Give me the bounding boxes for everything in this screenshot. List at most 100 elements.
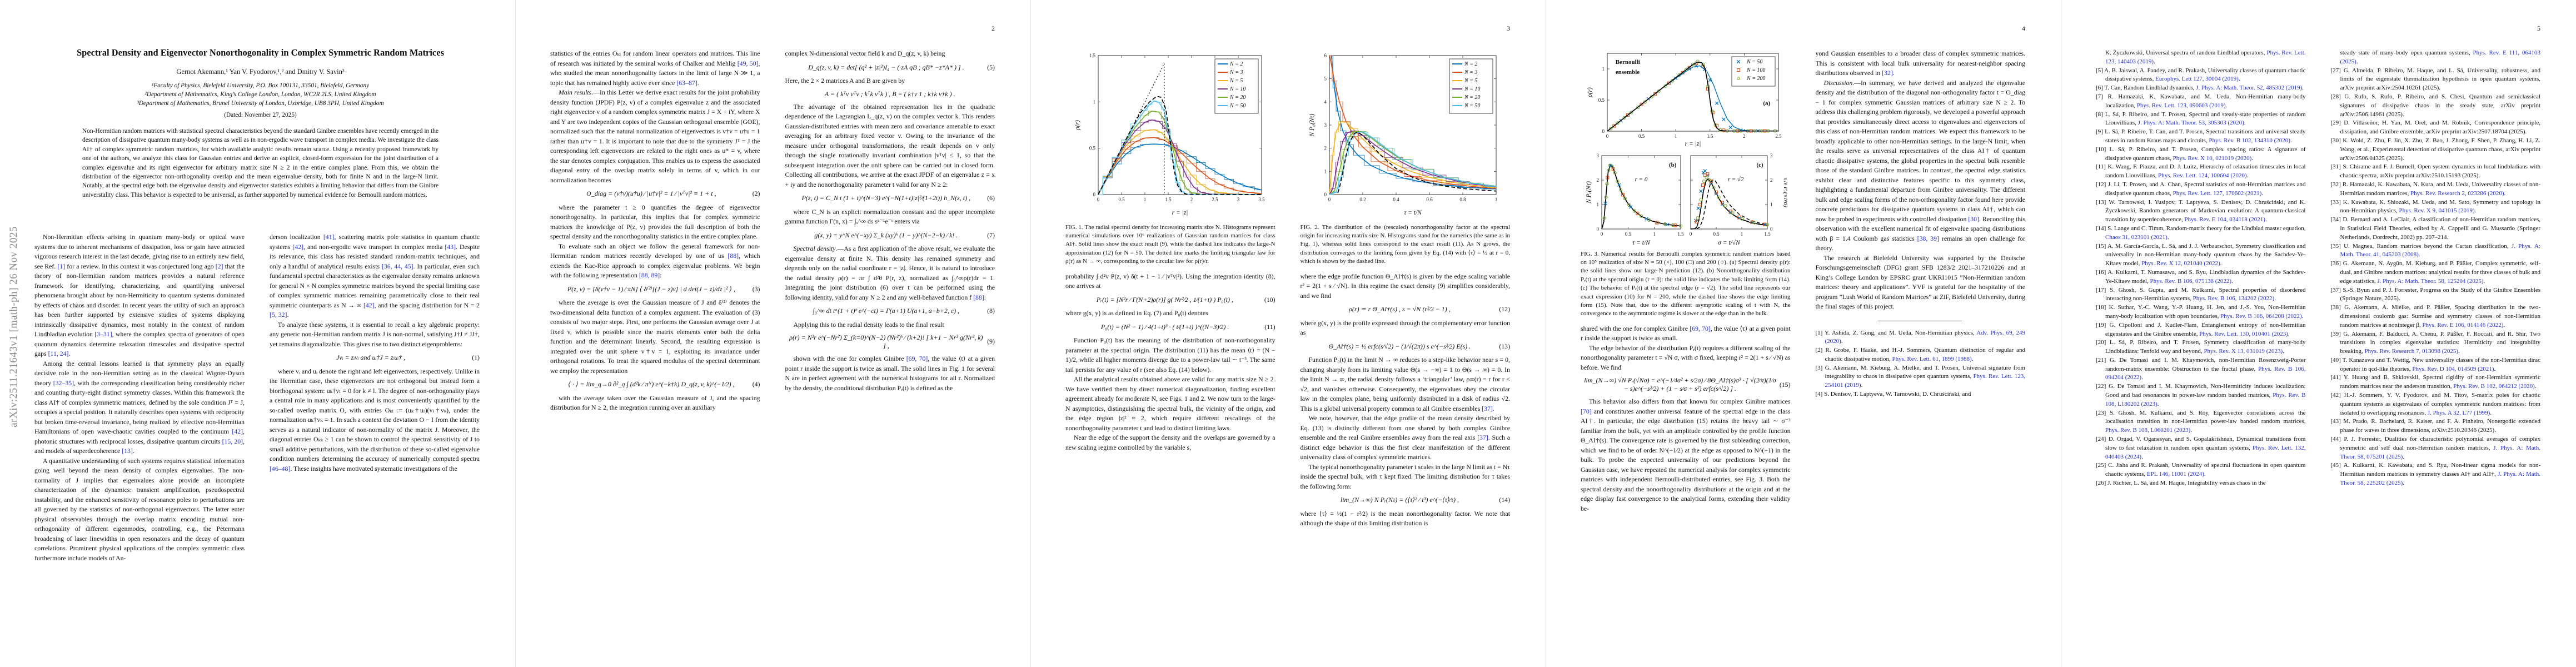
svg-text:1: 1 [1596,202,1599,207]
figure-caption: FIG. 1. The radial spectral density for … [1065,223,1275,265]
svg-text:N = 20: N = 20 [1464,94,1480,101]
reference-item: [39] G. Akemann, F. Balducci, A. Chenu, … [2330,330,2541,355]
paragraph: To analyze these systems, it is essentia… [270,320,480,348]
svg-text:2: 2 [1743,133,1746,139]
reference-item: [34] D. Bernard and A. LeClair, A classi… [2330,216,2541,241]
svg-text:0: 0 [1324,192,1327,197]
display-equation: O_diag = (v†v)(u†u) ⁄ |u†v|² = 1 ⁄ |vᵀv|… [550,189,760,199]
page-number: 4 [2022,24,2025,32]
reference-item: [1] Y. Ashida, Z. Gong, and M. Ueda, Non… [1815,329,2025,345]
svg-text:N = 20: N = 20 [1229,94,1245,101]
svg-text:N = 3: N = 3 [1464,69,1477,76]
svg-text:0.5: 0.5 [1625,231,1631,237]
reference-item: [22] G. De Tomasi and I. M. Khaymovich, … [2096,383,2306,407]
svg-text:3: 3 [1596,153,1599,158]
reference-item: [29] D. Villaseñor, H. Yan, M. Orel, and… [2330,120,2541,136]
svg-text:0.8: 0.8 [1460,197,1467,202]
paragraph: shared with the one for complex Ginibre … [1581,324,1791,342]
page-5-columns: K. Życzkowski, Universal spectra of rand… [2096,49,2540,635]
paragraph: Non-Hermitian effects arising in quantum… [34,233,245,357]
reference-item: [4] S. Denisov, T. Laptyeva, W. Tarnowsk… [1815,391,1971,398]
display-equation: ⟨ · ⟩ = lim_q→0 ∂²_q ∫ (d²k ⁄ πᴺ) e^(−k†… [550,380,760,390]
reference-item: steady state of many-body open quantum s… [2340,49,2541,65]
svg-text:Bernoulli: Bernoulli [1616,59,1640,66]
page-1-column-1: Non-Hermitian effects arising in quantum… [34,232,245,635]
svg-text:2: 2 [1596,177,1599,183]
svg-text:0.5: 0.5 [1713,231,1720,237]
page-4-columns: 0 0.5 1 1.5 2 2.5 0 0.5 1 Bernoulli ensemble (a) N =… [1581,49,2025,635]
reference-item: [9] L. Sá, P. Ribeiro, T. Can, and T. Pr… [2096,128,2306,144]
svg-text:N = 2: N = 2 [1229,61,1243,67]
svg-text:N = 10: N = 10 [1229,86,1245,92]
svg-text:2.5: 2.5 [1212,197,1218,202]
svg-text:σ = t/√N: σ = t/√N [1718,239,1741,246]
svg-text:1: 1 [1144,197,1147,202]
svg-text:2: 2 [1324,146,1327,151]
svg-text:r = |z|: r = |z| [1172,210,1188,216]
svg-text:3.5: 3.5 [1258,197,1265,202]
reference-item: [11] K. Wang, F. Piazza, and D. J. Luitz… [2096,163,2306,180]
paragraph: with the average taken over the Gaussian… [550,394,760,412]
reference-item: [45] A. Kulkarni, K. Kawabata, and S. Ry… [2330,462,2541,487]
reference-item: [18] K. Suthar, Y.-C. Wang, Y.-P. Huang,… [2096,304,2306,320]
reference-item: [23] S. Ghosh, M. Kulkarni, and S. Roy, … [2096,409,2306,434]
equation-number: (11) [1264,322,1275,331]
svg-text:0: 0 [1596,226,1599,232]
svg-text:τ = t/N: τ = t/N [1404,210,1422,216]
reference-item: [42] H.-J. Sommers, Y. V. Fyodorov, and … [2330,392,2541,416]
reference-item: [28] G. Rufo, S. Rufo, P. Ribeiro, and S… [2330,93,2541,118]
page-1-columns: Non-Hermitian effects arising in quantum… [34,232,480,635]
figure-caption: FIG. 2. The distribution of the (rescale… [1300,223,1511,265]
reference-item: [35] U. Magnea, Random matrices beyond t… [2330,242,2541,258]
reference-item: [32] R. Hamazaki, K. Kawabata, N. Kura, … [2330,181,2541,197]
svg-text:0.5: 0.5 [1118,197,1125,202]
reference-item: [15] A. M. García-García, L. Sá, and J. … [2096,242,2306,267]
page-5: 5 K. Życzkowski, Universal spectra of ra… [2061,0,2576,667]
equation-number: (2) [752,190,760,197]
paragraph: Here, the 2 × 2 matrices A and B are giv… [785,77,905,84]
paragraph: where ⟨τ⟩ = ½(1 − r²⁄2) is the mean nono… [1300,509,1511,527]
figure-3: 0 0.5 1 1.5 2 2.5 0 0.5 1 Bernoulli ensemble (a) N =… [1581,49,1791,247]
equation-number: (15) [1779,380,1791,389]
fig2-chart: 0 0.2 0.4 0.6 0.8 1 0 1 2 3 4 5 6 N = 2 N = 3 N = 5 N = … [1309,53,1497,216]
svg-text:N = 50: N = 50 [1746,59,1762,65]
paragraph: Applying this to the radial density lead… [793,320,944,328]
paragraph: statistics of the entries Oₖₗ for random… [550,49,760,87]
display-equation: lim_(N→∞) √N Pᵣ(√Nσ) = e^(−1⁄4σ² + s⁄2σ)… [1581,376,1791,393]
svg-text:1.5: 1.5 [1764,231,1771,237]
svg-text:N = 10: N = 10 [1464,86,1480,92]
reference-item: [44] P. J. Forrester, Dualities for char… [2330,436,2541,460]
paragraph: where g(x, y) is the profile expressed t… [1300,318,1511,337]
equation-body: Pᵣ(t) = [N²r ⁄ Γ(N+2)ρ(r)] g( Nr²⁄2 , 1⁄… [1096,295,1234,303]
reference-item: [5] A. B. Jaiswal, A. Pandey, and R. Pra… [2096,67,2306,83]
page-2: 2 statistics of the entries Oₖₗ for rand… [515,0,1030,667]
paragraph: This behavior also differs from that kno… [1581,397,1791,512]
arxiv-id-label: arXiv:2511.21643v1 [math-ph] 26 Nov 2025 [8,226,19,427]
svg-text:0: 0 [1690,231,1692,237]
display-equation: Pᵣ(t) = [N²r ⁄ Γ(N+2)ρ(r)] g( Nr²⁄2 , 1⁄… [1065,295,1275,305]
svg-text:N = 100: N = 100 [1746,67,1765,73]
display-equation: Θ_AI†(s) = ½ erfc(s⁄√2) − (1⁄√(2π)) s e^… [1301,342,1510,352]
svg-text:N = 5: N = 5 [1464,78,1477,84]
svg-text:0.5: 0.5 [1638,133,1645,139]
display-equation: Jvᵢ = zᵢvᵢ and uᵢ†J = zᵢuᵢ† , (1) [270,353,480,363]
svg-text:3: 3 [1237,197,1240,202]
equation-body: ⟨ · ⟩ = lim_q→0 ∂²_q ∫ (d²k ⁄ πᴺ) e^(−k†… [568,380,735,389]
svg-text:1: 1 [1324,168,1327,174]
svg-text:1.5: 1.5 [1165,197,1172,202]
paragraph: Spectral density.—As a first application… [785,245,995,301]
svg-text:r = 0: r = 0 [1635,176,1647,183]
svg-text:3: 3 [1324,122,1327,128]
svg-text:r = √2: r = √2 [1727,176,1743,183]
svg-text:r = |z|: r = |z| [1685,141,1701,147]
equation-body: P(z, t) = C_N t (1 + t)^(N−3) e^(−N(1+t)… [801,194,971,202]
figure-caption: FIG. 3. Numerical results for Bernoulli … [1581,250,1791,317]
page-2-columns: statistics of the entries Oₖₗ for random… [550,49,995,635]
equation-body: ∫₀^∞ dt tᵃ(1 + t)ᵇ e^(−ct) = Γ(a+1) U(a+… [813,307,960,315]
svg-text:5: 5 [1324,76,1327,82]
display-equation: lim_(N→∞) N Pᵣ(Nτ) = (⟨τ⟩² ⁄ τ³) e^(−⟨τ⟩… [1301,495,1510,505]
equation-body: g(x, y) = y^N e^(−xy) Σ_k (xy)ᵏ (1 − y)^… [814,231,958,239]
paragraph: where vᵢ and uᵢ denote the right and lef… [270,367,480,472]
equation-body: O_diag = (v†v)(u†u) ⁄ |u†v|² = 1 ⁄ |vᵀv|… [586,190,716,198]
